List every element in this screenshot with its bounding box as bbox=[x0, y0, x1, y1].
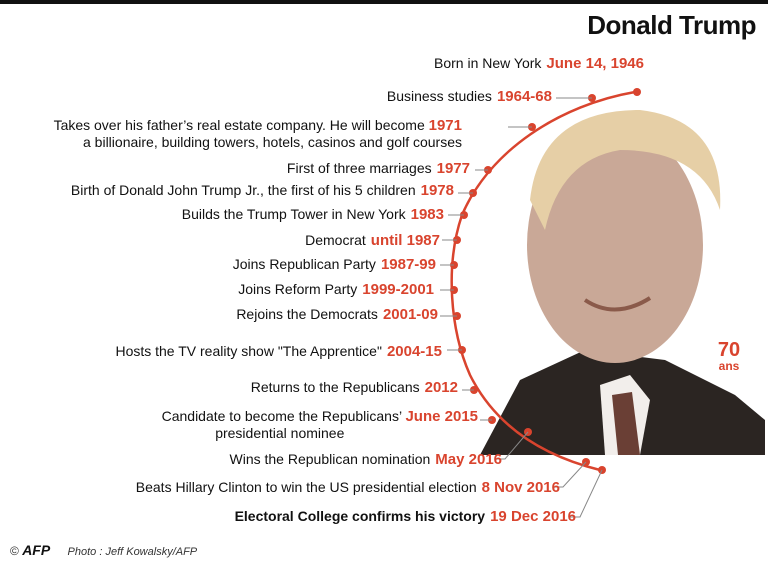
top-rule bbox=[0, 0, 768, 4]
event-text: Democrat bbox=[305, 232, 366, 248]
event-text: Returns to the Republicans bbox=[250, 379, 420, 395]
event-text: Beats Hillary Clinton to win the US pres… bbox=[135, 479, 477, 495]
age-unit: ans bbox=[718, 359, 740, 373]
timeline-event: Returns to the Republicans 2012 bbox=[251, 379, 458, 396]
portrait-photo bbox=[480, 110, 765, 455]
timeline-arc bbox=[450, 90, 636, 472]
event-date: 8 Nov 2016 bbox=[481, 479, 560, 496]
event-text: Hosts the TV reality show "The Apprentic… bbox=[115, 343, 382, 359]
timeline-event: Wins the Republican nomination May 2016 bbox=[230, 451, 503, 468]
event-date: 2001-09 bbox=[382, 306, 438, 323]
event-text: Electoral College confirms his victory bbox=[234, 508, 486, 524]
event-date: May 2016 bbox=[435, 451, 502, 468]
event-text-line2: presidential nominee bbox=[215, 425, 345, 441]
copyright-symbol: © bbox=[10, 544, 19, 558]
event-date: until 1987 bbox=[370, 232, 440, 249]
timeline-event: Business studies 1964-68 bbox=[387, 88, 552, 105]
age-value: 70 bbox=[717, 339, 741, 361]
timeline-event: Beats Hillary Clinton to win the US pres… bbox=[136, 479, 560, 496]
timeline-event: First of three marriages 1977 bbox=[287, 160, 470, 177]
timeline-connector bbox=[553, 461, 587, 488]
event-text: Joins Republican Party bbox=[232, 256, 376, 272]
afp-logo: AFP bbox=[22, 542, 51, 558]
event-text-line2: a billionaire, building towers, hotels, … bbox=[83, 134, 462, 150]
timeline-event: Democrat until 1987 bbox=[305, 232, 440, 249]
footer: © AFP Photo : Jeff Kowalsky/AFP bbox=[10, 542, 197, 558]
event-text: Candidate to become the Republicans’ bbox=[161, 408, 406, 424]
timeline-connectors bbox=[440, 97, 603, 518]
event-text: Wins the Republican nomination bbox=[229, 451, 431, 467]
event-text: Rejoins the Democrats bbox=[236, 306, 378, 322]
event-date: 1978 bbox=[420, 182, 454, 199]
event-date: 1977 bbox=[436, 160, 470, 177]
event-text: Takes over his father’s real estate comp… bbox=[53, 117, 429, 133]
timeline-event: Joins Republican Party 1987-99 bbox=[233, 256, 436, 273]
photo-credit: Photo : Jeff Kowalsky/AFP bbox=[67, 546, 198, 558]
event-date: 1964-68 bbox=[496, 88, 552, 105]
event-text: Builds the Trump Tower in New York bbox=[181, 206, 406, 222]
event-date: 2012 bbox=[424, 379, 458, 396]
timeline-connector bbox=[495, 431, 529, 460]
timeline-event: Hosts the TV reality show "The Apprentic… bbox=[115, 343, 442, 360]
event-text: Birth of Donald John Trump Jr., the firs… bbox=[70, 182, 416, 198]
event-date: June 14, 1946 bbox=[546, 55, 644, 72]
event-text: Joins Reform Party bbox=[238, 281, 358, 297]
timeline-event: Birth of Donald John Trump Jr., the firs… bbox=[71, 182, 454, 199]
event-date: 1983 bbox=[410, 206, 444, 223]
event-date: 1999-2001 bbox=[362, 281, 434, 298]
timeline-connector bbox=[570, 469, 603, 518]
event-date: June 2015 bbox=[405, 408, 478, 425]
timeline-event: Rejoins the Democrats 2001-09 bbox=[236, 306, 438, 323]
event-date: 2004-15 bbox=[386, 343, 442, 360]
age-badge: 70 ans bbox=[712, 340, 746, 372]
timeline-dot bbox=[633, 88, 641, 96]
event-text: First of three marriages bbox=[286, 160, 432, 176]
timeline-event: Candidate to become the Republicans’ Jun… bbox=[162, 408, 478, 442]
timeline-event: Builds the Trump Tower in New York 1983 bbox=[182, 206, 444, 223]
event-date: 1987-99 bbox=[380, 256, 436, 273]
event-date: 1971 bbox=[428, 117, 462, 134]
page-title: Donald Trump bbox=[587, 10, 756, 40]
timeline-event: Born in New York June 14, 1946 bbox=[434, 55, 644, 72]
event-text: Business studies bbox=[386, 88, 492, 104]
timeline-event: Joins Reform Party 1999-2001 bbox=[238, 281, 434, 298]
timeline-event: Electoral College confirms his victory 19… bbox=[235, 508, 576, 525]
timeline-event: Takes over his father’s real estate comp… bbox=[54, 117, 462, 151]
event-date: 19 Dec 2016 bbox=[490, 508, 576, 525]
event-text: Born in New York bbox=[434, 55, 542, 71]
